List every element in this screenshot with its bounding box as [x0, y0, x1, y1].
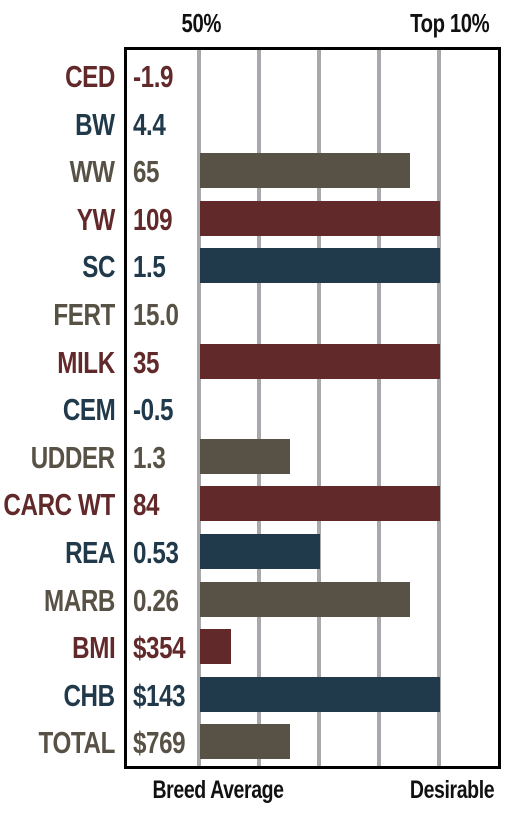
trait-label: CHB [63, 677, 116, 713]
axis-label-desirable: Desirable [409, 776, 495, 804]
trait-label: BW [75, 106, 115, 142]
trait-row-cem: CEM -0.5 [0, 388, 511, 434]
trait-value: -1.9 [133, 59, 174, 94]
trait-value: 109 [133, 201, 173, 237]
percentile-bar [200, 153, 410, 189]
trait-label: CARC WT [3, 487, 116, 523]
percentile-bar [200, 534, 320, 569]
trait-value: $354 [133, 630, 186, 666]
trait-row-ced: CED -1.9 [0, 55, 511, 101]
trait-row-milk: MILK 35 [0, 341, 511, 387]
percentile-bar [200, 629, 231, 665]
percentile-bar [200, 581, 410, 617]
trait-row-marb: MARB 0.26 [0, 579, 511, 625]
trait-row-yw: YW 109 [0, 198, 511, 244]
gridline [437, 50, 441, 766]
gridline [317, 50, 321, 766]
gridline [377, 50, 381, 766]
trait-value: -0.5 [133, 392, 174, 428]
trait-row-udder: UDDER 1.3 [0, 436, 511, 482]
trait-label: TOTAL [38, 725, 116, 761]
trait-value: 1.3 [133, 439, 166, 475]
percentile-bar [200, 200, 440, 236]
axis-label-top-10-percent: Top 10% [410, 8, 490, 38]
trait-value: 4.4 [133, 106, 166, 142]
trait-label: SC [82, 249, 115, 285]
trait-label: FERT [53, 297, 115, 332]
trait-value: 35 [133, 344, 160, 380]
trait-label: BMI [71, 630, 116, 666]
trait-label: MILK [57, 344, 115, 380]
trait-value: 84 [133, 487, 160, 523]
percentile-bar [200, 676, 440, 712]
trait-label: MARB [44, 582, 115, 618]
trait-row-total: TOTAL $769 [0, 721, 511, 767]
trait-row-carc-wt: CARC WT 84 [0, 483, 511, 529]
trait-value: 0.26 [133, 582, 179, 618]
percentile-bar [200, 438, 290, 474]
trait-value: 1.5 [133, 249, 166, 285]
trait-label: UDDER [30, 439, 115, 475]
axis-label-50-percent: 50% [181, 8, 222, 38]
trait-row-chb: CHB $143 [0, 674, 511, 720]
trait-row-sc: SC 1.5 [0, 245, 511, 291]
trait-label: CED [65, 59, 115, 94]
percentile-bar [200, 343, 440, 379]
trait-value: $143 [133, 677, 186, 713]
trait-value: 65 [133, 154, 160, 190]
trait-row-rea: REA 0.53 [0, 531, 511, 577]
percentile-bar [200, 486, 440, 522]
trait-value: 0.53 [133, 535, 179, 570]
axis-label-breed-average: Breed Average [152, 776, 284, 804]
trait-label: YW [76, 201, 116, 237]
trait-label: WW [70, 154, 115, 190]
trait-label: CEM [62, 392, 115, 428]
trait-row-bmi: BMI $354 [0, 626, 511, 672]
trait-value: $769 [133, 725, 186, 761]
trait-row-bw: BW 4.4 [0, 103, 511, 149]
trait-row-ww: WW 65 [0, 150, 511, 196]
percentile-bar [200, 724, 290, 760]
trait-label: REA [65, 535, 115, 570]
trait-row-fert: FERT 15.0 [0, 293, 511, 339]
gridline [197, 50, 201, 766]
percentile-bar [200, 248, 440, 284]
trait-value: 15.0 [133, 297, 179, 332]
gridline [257, 50, 261, 766]
